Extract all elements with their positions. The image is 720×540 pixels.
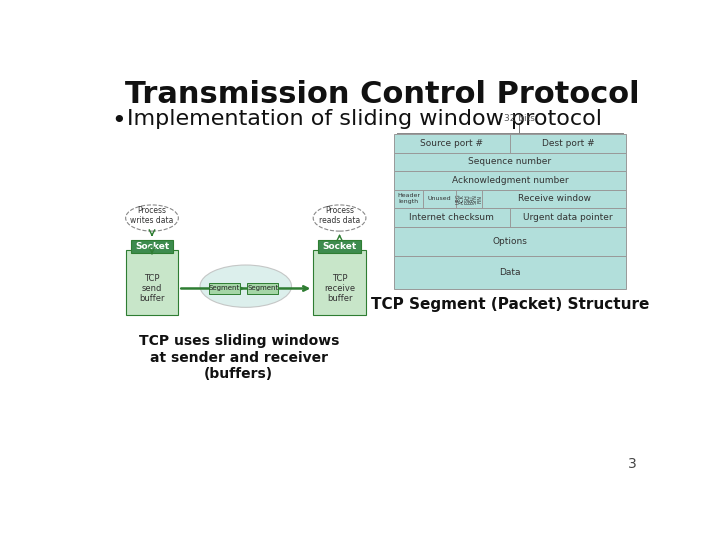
Text: Source port #: Source port #: [420, 139, 483, 148]
FancyBboxPatch shape: [126, 249, 179, 315]
FancyBboxPatch shape: [394, 208, 626, 226]
Text: Internet checksum: Internet checksum: [410, 213, 495, 222]
FancyBboxPatch shape: [394, 190, 626, 208]
Ellipse shape: [313, 205, 366, 231]
Text: FIN: FIN: [477, 195, 482, 203]
Ellipse shape: [126, 205, 179, 231]
Text: Receive window: Receive window: [518, 194, 590, 203]
Text: Acknowledgment number: Acknowledgment number: [451, 176, 568, 185]
FancyBboxPatch shape: [394, 226, 626, 256]
Text: Data: Data: [499, 268, 521, 277]
Text: Process
reads data: Process reads data: [319, 206, 360, 225]
FancyBboxPatch shape: [131, 240, 174, 253]
Text: Options: Options: [492, 237, 528, 246]
FancyBboxPatch shape: [394, 153, 626, 171]
Text: SYN: SYN: [473, 194, 478, 204]
Text: Segment: Segment: [209, 286, 240, 292]
Text: TCP
receive
buffer: TCP receive buffer: [324, 274, 355, 303]
Text: Process
writes data: Process writes data: [130, 206, 174, 225]
Text: Urgent data pointer: Urgent data pointer: [523, 213, 613, 222]
FancyBboxPatch shape: [394, 256, 626, 289]
FancyBboxPatch shape: [248, 283, 279, 294]
Text: ACK: ACK: [460, 194, 465, 204]
FancyBboxPatch shape: [209, 283, 240, 294]
Text: PSH: PSH: [464, 194, 469, 204]
Text: TCP uses sliding windows
at sender and receiver
(buffers): TCP uses sliding windows at sender and r…: [139, 334, 339, 381]
Text: TCP
send
buffer: TCP send buffer: [139, 274, 165, 303]
Text: •: •: [112, 110, 127, 133]
Ellipse shape: [200, 265, 292, 307]
Text: 32 bits: 32 bits: [504, 114, 535, 123]
Text: Sequence number: Sequence number: [469, 157, 552, 166]
Text: TCP Segment (Packet) Structure: TCP Segment (Packet) Structure: [371, 297, 649, 312]
Text: URG: URG: [456, 193, 461, 204]
FancyBboxPatch shape: [394, 171, 626, 190]
Text: Dest port #: Dest port #: [542, 139, 595, 148]
FancyBboxPatch shape: [318, 240, 361, 253]
Text: Unused: Unused: [428, 196, 451, 201]
Text: Transmission Control Protocol: Transmission Control Protocol: [125, 80, 639, 109]
Text: Socket: Socket: [323, 242, 356, 251]
Text: 3: 3: [628, 457, 636, 471]
Text: Header
length: Header length: [397, 193, 420, 204]
Text: Segment: Segment: [247, 286, 279, 292]
Text: Socket: Socket: [135, 242, 169, 251]
FancyBboxPatch shape: [313, 249, 366, 315]
Text: Implementation of sliding window protocol: Implementation of sliding window protoco…: [127, 110, 602, 130]
FancyBboxPatch shape: [394, 134, 626, 153]
Text: RST: RST: [469, 194, 474, 204]
